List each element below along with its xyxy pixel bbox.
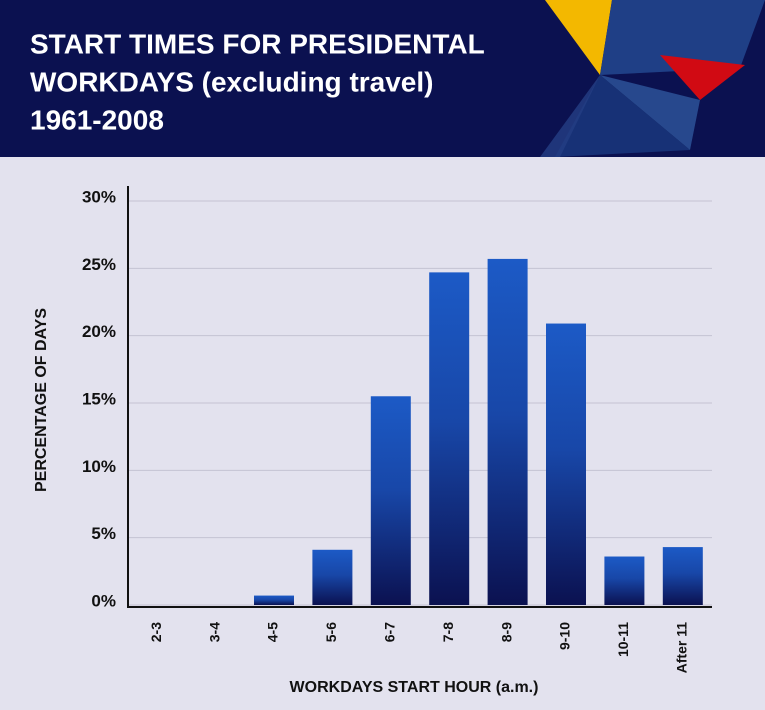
- bar: [429, 272, 470, 605]
- x-tick-label: 9-10: [557, 622, 573, 650]
- x-tick-label: After 11: [674, 622, 690, 674]
- chart-title: 1961-2008: [30, 104, 164, 135]
- chart-title: WORKDAYS (excluding travel): [30, 66, 433, 97]
- y-tick-label: 20%: [82, 322, 116, 341]
- x-tick-label: 2-3: [148, 622, 164, 642]
- x-tick-label: 10-11: [615, 622, 631, 657]
- x-tick-label: 8-9: [498, 622, 514, 642]
- y-tick-label: 25%: [82, 255, 116, 274]
- x-tick-label: 7-8: [440, 622, 456, 642]
- x-tick-label: 3-4: [206, 622, 222, 642]
- y-tick-label: 30%: [82, 187, 116, 206]
- y-tick-label: 10%: [82, 457, 116, 476]
- bar: [487, 258, 528, 605]
- decoration: [540, 0, 765, 157]
- x-tick-label: 6-7: [382, 622, 398, 642]
- y-tick-label: 0%: [91, 591, 116, 610]
- x-tick-label: 5-6: [323, 622, 339, 642]
- chart-title: START TIMES FOR PRESIDENTAL: [30, 28, 485, 59]
- y-tick-label: 15%: [82, 389, 116, 408]
- y-axis-label: PERCENTAGE OF DAYS: [33, 308, 50, 492]
- bar: [254, 595, 294, 605]
- bar: [662, 547, 703, 605]
- bar: [604, 556, 645, 605]
- bar: [546, 323, 586, 605]
- x-tick-label: 4-5: [265, 622, 281, 642]
- y-tick-label: 5%: [91, 524, 116, 543]
- bar: [370, 396, 411, 605]
- bar: [312, 549, 353, 605]
- x-axis-label: WORKDAYS START HOUR (a.m.): [290, 679, 539, 696]
